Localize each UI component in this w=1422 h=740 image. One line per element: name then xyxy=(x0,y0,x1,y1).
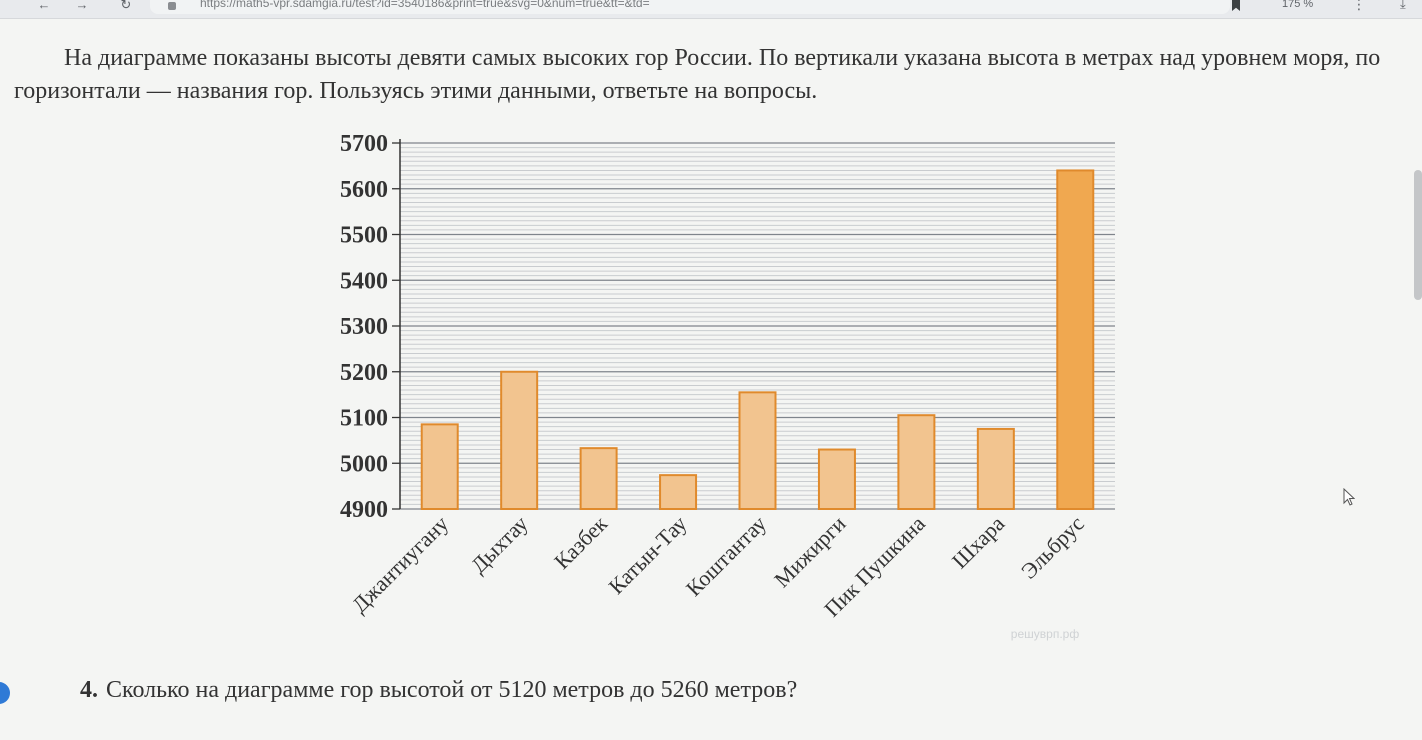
mouse-cursor-icon xyxy=(1343,488,1355,506)
x-tick-label: Эльбрус xyxy=(1016,511,1089,584)
intro-text: На диаграмме показаны высоты девяти самы… xyxy=(14,45,1381,104)
y-tick-labels: 4900 5000 5100 5200 5300 5400 5500 5600 5700 xyxy=(340,131,388,523)
y-tick-label: 5400 xyxy=(340,268,388,294)
download-icon[interactable]: ⤓ xyxy=(1400,0,1406,11)
question-text: Сколько на диаграмме гор высотой от 5120… xyxy=(106,677,798,703)
bookmark-icon[interactable] xyxy=(1232,0,1240,11)
forward-icon[interactable]: → xyxy=(75,0,89,12)
y-tick-label: 5100 xyxy=(340,406,388,432)
side-panel-indicator xyxy=(0,682,10,704)
question-number: 4. xyxy=(80,677,98,703)
y-tick-label: 5000 xyxy=(340,451,388,477)
bar-2 xyxy=(500,370,539,510)
x-tick-label: Дыхтау xyxy=(466,511,533,578)
y-tick-label: 5300 xyxy=(340,314,388,340)
x-tick-labels: Джантиугану Дыхтау КазбекКатын-ТауКоштанта… xyxy=(347,511,1089,622)
back-icon[interactable]: ← xyxy=(37,0,51,12)
y-axis xyxy=(392,139,401,510)
bar-3 xyxy=(579,447,618,510)
bar-8 xyxy=(976,427,1015,510)
address-bar[interactable]: https://math5-vpr.sdamgia.ru/test?id=354… xyxy=(150,0,1230,14)
y-tick-label: 4900 xyxy=(340,497,388,523)
x-tick-label: Шхара xyxy=(947,511,1010,574)
lock-icon xyxy=(168,2,176,10)
bar-6 xyxy=(817,448,856,510)
x-tick-label: Казбек xyxy=(549,511,612,574)
reload-icon[interactable]: ↻ xyxy=(120,0,132,12)
watermark: решуврп.рф xyxy=(1011,627,1080,641)
zoom-indicator[interactable]: 175 % xyxy=(1282,0,1314,10)
x-tick-label: Катын-Тау xyxy=(603,511,691,599)
y-tick-label: 5600 xyxy=(340,177,388,203)
x-tick-label: Коштантау xyxy=(681,511,771,601)
y-tick-label: 5500 xyxy=(340,223,388,249)
bars xyxy=(420,169,1095,510)
browser-toolbar: ← → ↻ https://math5-vpr.sdamgia.ru/test?… xyxy=(0,0,1422,19)
bar-7 xyxy=(897,414,936,510)
y-tick-label: 5200 xyxy=(340,360,388,386)
y-tick-label: 5700 xyxy=(340,131,388,157)
question: 4. Сколько на диаграмме гор высотой от 51… xyxy=(80,677,797,704)
url-text: https://math5-vpr.sdamgia.ru/test?id=354… xyxy=(200,0,650,10)
x-tick-label: Джантиугану xyxy=(347,511,454,618)
bar-5 xyxy=(738,391,777,510)
menu-icon[interactable]: ⋮ xyxy=(1352,0,1366,12)
scrollbar[interactable] xyxy=(1414,170,1422,300)
bar-9 xyxy=(1056,169,1095,510)
bar-4 xyxy=(659,474,698,510)
x-tick-label: Мижирги xyxy=(769,511,851,593)
bar-1 xyxy=(420,423,459,510)
